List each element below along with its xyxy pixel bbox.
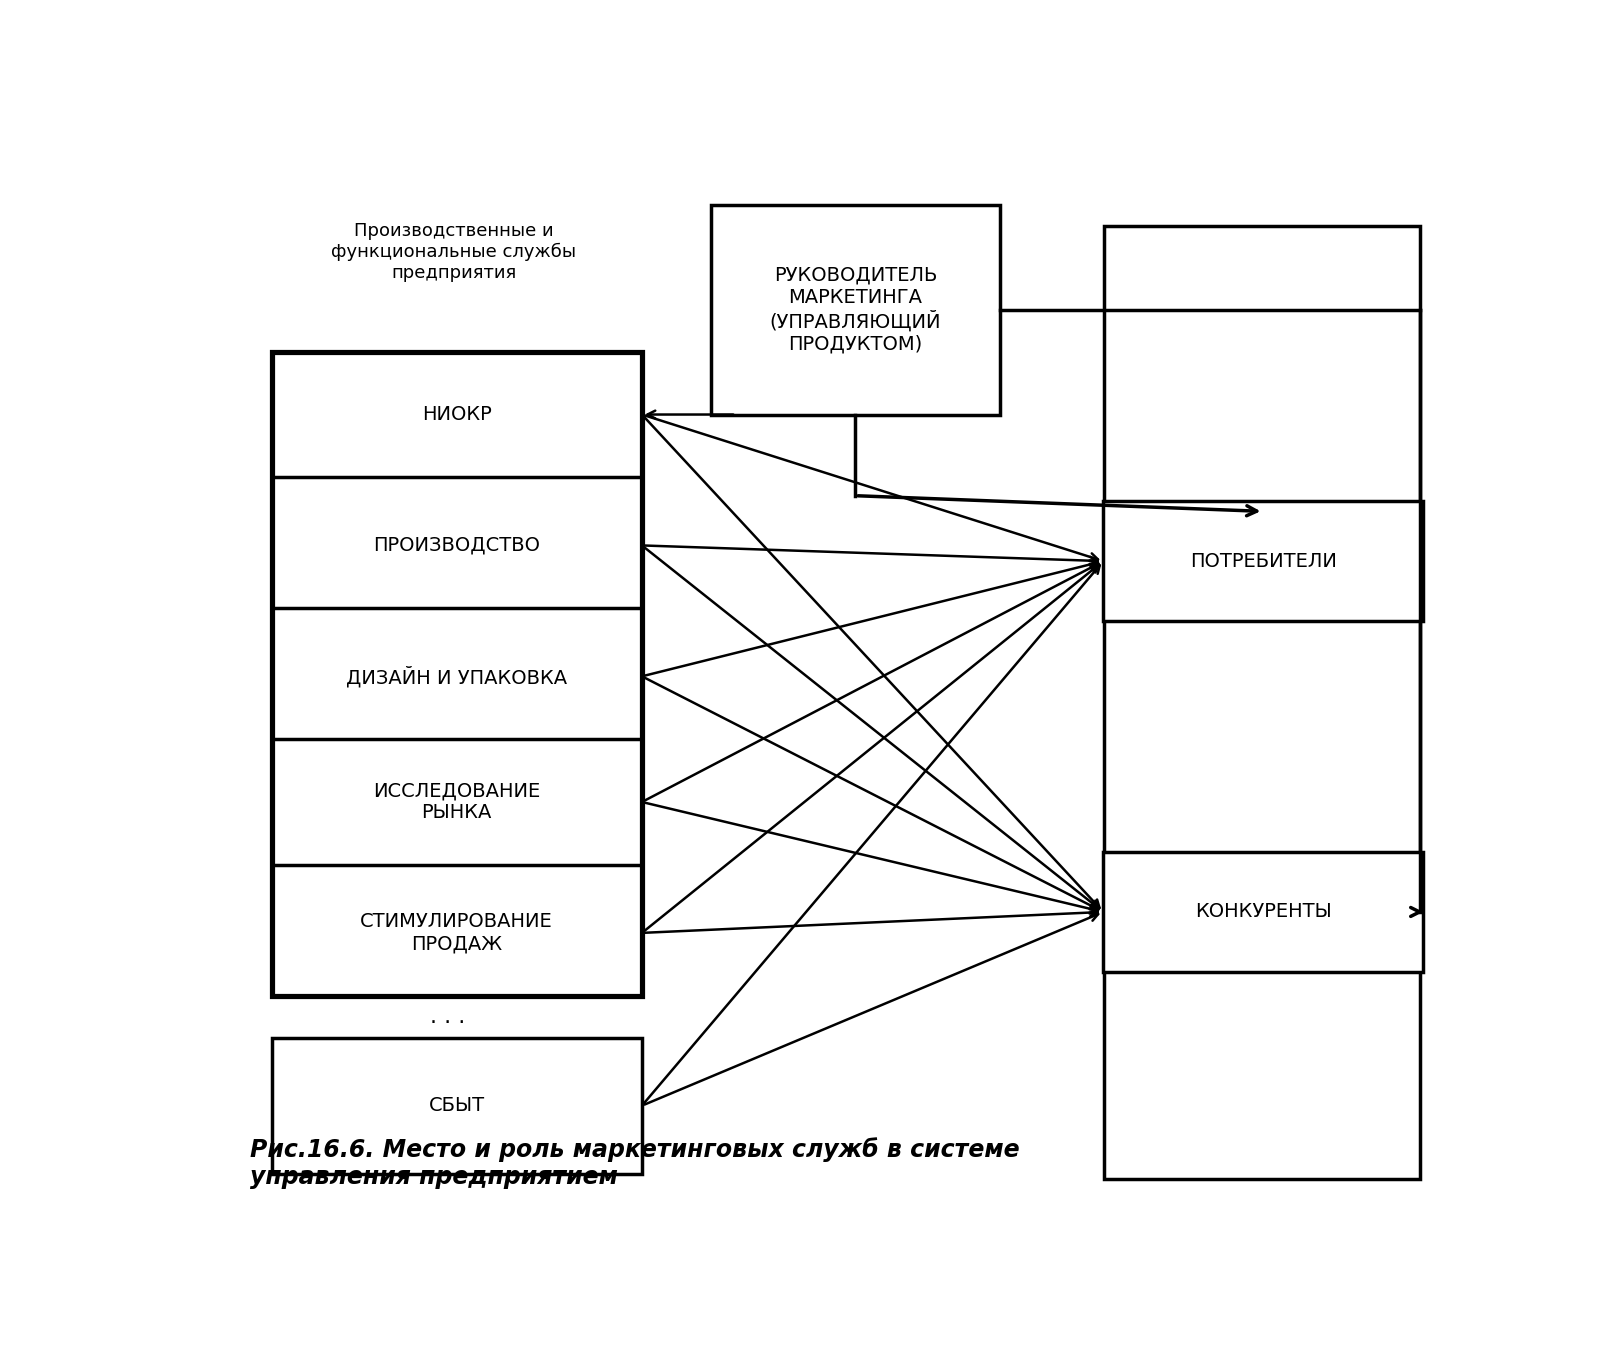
Bar [272, 1038, 642, 1174]
Text: Рис.16.6. Место и роль маркетинговых служб в системе
управления предприятием: Рис.16.6. Место и роль маркетинговых слу… [249, 1137, 1021, 1190]
Bar [1103, 226, 1421, 1179]
Text: РУКОВОДИТЕЛЬ
МАРКЕТИНГА
(УПРАВЛЯЮЩИЙ
ПРОДУКТОМ): РУКОВОДИТЕЛЬ МАРКЕТИНГА (УПРАВЛЯЮЩИЙ ПРО… [770, 267, 941, 354]
Text: СТИМУЛИРОВАНИЕ
ПРОДАЖ: СТИМУЛИРОВАНИЕ ПРОДАЖ [360, 913, 552, 953]
Text: НИОКР: НИОКР [421, 405, 491, 424]
Bar [711, 205, 1000, 415]
Bar [272, 352, 642, 996]
Text: . . .: . . . [429, 1006, 465, 1027]
Text: Производственные и
функциональные службы
предприятия: Производственные и функциональные службы… [330, 222, 577, 282]
Text: ПРОИЗВОДСТВО: ПРОИЗВОДСТВО [373, 536, 539, 555]
Text: СБЫТ: СБЫТ [429, 1096, 484, 1115]
Bar [1103, 500, 1424, 622]
Text: КОНКУРЕНТЫ: КОНКУРЕНТЫ [1196, 903, 1332, 922]
Text: ПОТРЕБИТЕЛИ: ПОТРЕБИТЕЛИ [1191, 552, 1336, 571]
Bar [1103, 851, 1424, 972]
Text: ИССЛЕДОВАНИЕ
РЫНКА: ИССЛЕДОВАНИЕ РЫНКА [373, 782, 541, 823]
Text: ДИЗАЙН И УПАКОВКА: ДИЗАЙН И УПАКОВКА [347, 665, 567, 687]
